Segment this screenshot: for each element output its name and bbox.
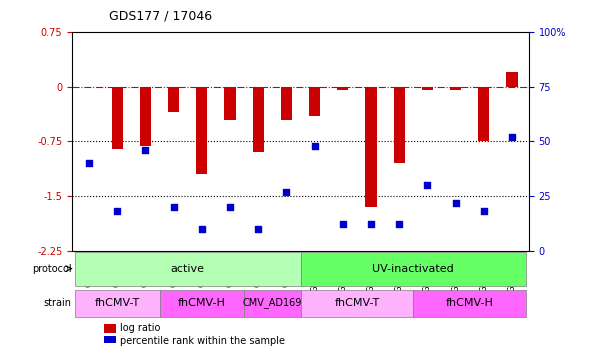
FancyBboxPatch shape [300, 252, 526, 286]
Point [423, 182, 432, 188]
Point [112, 208, 122, 214]
FancyBboxPatch shape [244, 290, 300, 317]
Bar [112, 87, 123, 149]
Bar [168, 87, 179, 112]
Bar [196, 87, 207, 174]
Text: fhCMV-H: fhCMV-H [446, 298, 493, 308]
Point [282, 189, 291, 195]
FancyBboxPatch shape [300, 290, 413, 317]
Bar [104, 336, 115, 345]
Text: UV-inactivated: UV-inactivated [373, 263, 454, 273]
Point [338, 221, 347, 227]
Point [394, 221, 404, 227]
Bar [281, 87, 292, 120]
Bar [309, 87, 320, 116]
Bar [337, 87, 349, 90]
Point [310, 143, 319, 149]
FancyBboxPatch shape [75, 252, 300, 286]
Text: strain: strain [43, 298, 72, 308]
Text: protocol: protocol [32, 263, 72, 273]
Text: active: active [171, 263, 205, 273]
Point [169, 204, 178, 210]
Point [479, 208, 489, 214]
Point [254, 226, 263, 232]
Text: fhCMV-T: fhCMV-T [334, 298, 379, 308]
Bar [140, 87, 151, 146]
Point [84, 160, 94, 166]
Bar [224, 87, 236, 120]
Bar [252, 87, 264, 152]
Text: CMV_AD169: CMV_AD169 [243, 297, 302, 308]
Text: GDS177 / 17046: GDS177 / 17046 [109, 9, 212, 22]
Text: fhCMV-T: fhCMV-T [94, 298, 140, 308]
Bar [506, 72, 517, 87]
Text: fhCMV-H: fhCMV-H [178, 298, 226, 308]
Text: percentile rank within the sample: percentile rank within the sample [120, 336, 285, 346]
FancyBboxPatch shape [413, 290, 526, 317]
Point [225, 204, 235, 210]
Point [141, 147, 150, 153]
Point [366, 221, 376, 227]
FancyBboxPatch shape [75, 290, 159, 317]
Bar [478, 87, 489, 141]
Text: log ratio: log ratio [120, 323, 160, 333]
Bar [104, 323, 115, 333]
Bar [394, 87, 405, 163]
FancyBboxPatch shape [159, 290, 244, 317]
Bar [422, 87, 433, 90]
Point [197, 226, 207, 232]
Point [451, 200, 460, 205]
Point [507, 134, 517, 140]
Bar [365, 87, 377, 207]
Bar [450, 87, 461, 90]
